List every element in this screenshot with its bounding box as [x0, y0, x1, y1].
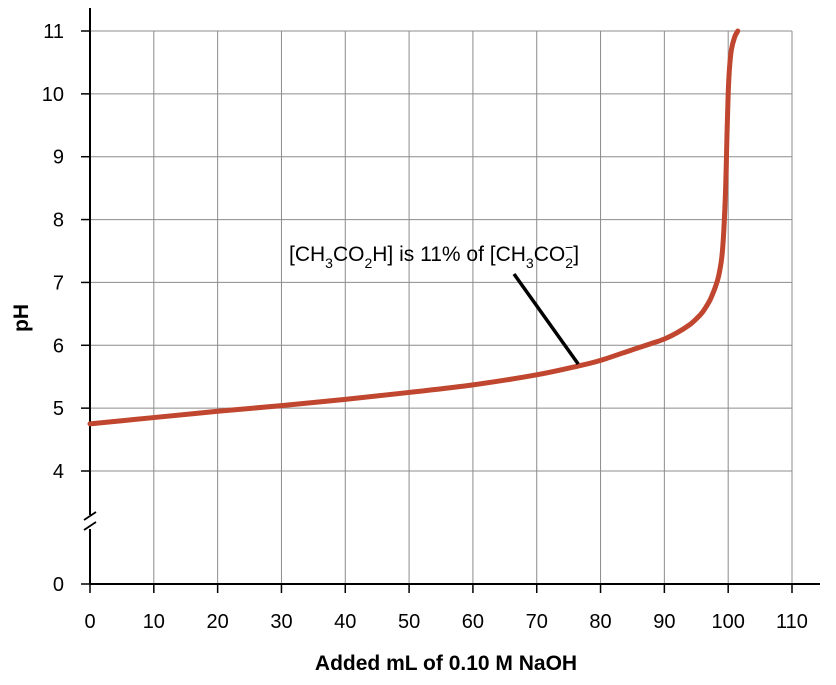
y-tick-label: 9	[53, 147, 64, 169]
y-tick-label: 4	[53, 461, 64, 483]
annotation-part: −	[565, 239, 573, 255]
x-tick-label: 30	[270, 611, 292, 633]
series-layer	[87, 28, 741, 427]
axis-break-mark	[83, 521, 97, 531]
annotation-label: [CH3CO2H] is 11% of [CH3CO2−]	[289, 239, 579, 271]
x-axis-label: Added mL of 0.10 M NaOH	[315, 652, 577, 675]
annotation-part: 2	[364, 255, 372, 271]
annotation-part: 3	[325, 255, 333, 271]
y-tick-label: 7	[53, 272, 64, 294]
annotation-part: H] is 11% of [CH	[372, 243, 526, 266]
y-tick-label: 8	[53, 210, 64, 232]
y-tick-label: 11	[43, 21, 64, 43]
annotation-part: 3	[526, 255, 534, 271]
y-tick-label: 10	[42, 84, 64, 106]
grid	[90, 30, 793, 584]
annotation-part: [CH	[289, 243, 325, 266]
titration-curve	[87, 28, 741, 427]
x-tick-label: 110	[776, 611, 808, 633]
x-tick-label: 40	[334, 611, 356, 633]
x-tick-label: 90	[653, 611, 675, 633]
x-tick-label: 0	[84, 611, 95, 633]
ticks: 0 10 20 30 40 50 60 70 80 90 100 110 0 4 5 6 7 8 9 10 11	[42, 21, 808, 633]
x-tick-label: 80	[589, 611, 611, 633]
axis-break-mark	[83, 511, 97, 521]
annotation-layer: [CH3CO2H] is 11% of [CH3CO2−]	[289, 239, 580, 366]
x-tick-label: 10	[143, 611, 165, 633]
axes	[83, 8, 820, 585]
y-tick-label: 6	[53, 335, 64, 357]
x-tick-label: 70	[526, 611, 548, 633]
y-tick-label: 5	[53, 398, 64, 420]
y-tick-label: 0	[53, 574, 64, 596]
annotation-part: CO	[333, 243, 365, 266]
y-axis-label: pH	[10, 304, 33, 332]
annotation-part: ]	[573, 243, 579, 266]
x-tick-label: 100	[711, 611, 744, 633]
annotation-leader-line	[512, 272, 580, 366]
annotation-part: CO	[534, 243, 566, 266]
x-tick-label: 60	[462, 611, 484, 633]
x-tick-label: 50	[398, 611, 420, 633]
annotation-part: 2	[565, 255, 573, 271]
x-tick-label: 20	[207, 611, 229, 633]
